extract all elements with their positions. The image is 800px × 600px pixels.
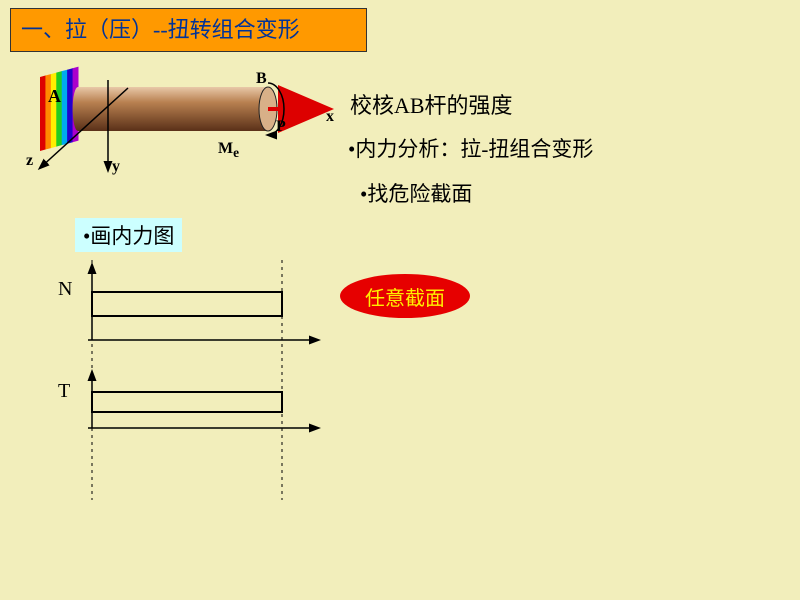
highlight-oval: 任意截面: [340, 274, 470, 318]
bullet-text: •画内力图: [83, 224, 174, 248]
fixed-wall: [40, 67, 79, 151]
rod-body: [73, 87, 277, 131]
label-x: x: [326, 108, 334, 126]
label-n: N: [58, 278, 72, 301]
section-title-text: 一、拉（压）--扭转组合变形: [21, 17, 300, 42]
label-z: z: [26, 152, 33, 170]
oval-text: 任意截面: [365, 282, 445, 311]
section-title: 一、拉（压）--扭转组合变形: [10, 8, 367, 52]
text-check-strength: 校核AB杆的强度: [350, 88, 513, 120]
text-internal-analysis: •内力分析：拉-扭组合变形: [348, 133, 593, 163]
label-y: y: [112, 158, 120, 176]
label-b: B: [256, 70, 267, 88]
label-a: A: [48, 86, 61, 107]
internal-force-diagrams: [88, 260, 318, 500]
label-me: Me: [218, 140, 239, 161]
text-find-section: •找危险截面: [360, 178, 472, 208]
bullet-draw-diagram: •画内力图: [75, 218, 182, 252]
label-t: T: [58, 380, 70, 403]
label-p: P: [276, 118, 286, 136]
